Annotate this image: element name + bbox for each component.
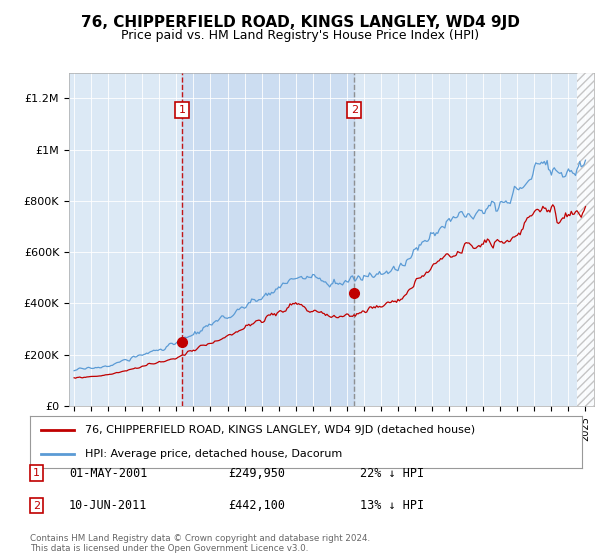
Text: 22% ↓ HPI: 22% ↓ HPI [360,466,424,480]
Text: 2: 2 [351,105,358,115]
Text: Price paid vs. HM Land Registry's House Price Index (HPI): Price paid vs. HM Land Registry's House … [121,29,479,42]
Text: 1: 1 [179,105,185,115]
Text: 10-JUN-2011: 10-JUN-2011 [69,499,148,512]
Text: 01-MAY-2001: 01-MAY-2001 [69,466,148,480]
Text: 76, CHIPPERFIELD ROAD, KINGS LANGLEY, WD4 9JD (detached house): 76, CHIPPERFIELD ROAD, KINGS LANGLEY, WD… [85,425,475,435]
Text: 76, CHIPPERFIELD ROAD, KINGS LANGLEY, WD4 9JD: 76, CHIPPERFIELD ROAD, KINGS LANGLEY, WD… [80,15,520,30]
Text: 13% ↓ HPI: 13% ↓ HPI [360,499,424,512]
Text: £442,100: £442,100 [228,499,285,512]
Text: £249,950: £249,950 [228,466,285,480]
Bar [577,73,594,406]
Text: Contains HM Land Registry data © Crown copyright and database right 2024.
This d: Contains HM Land Registry data © Crown c… [30,534,370,553]
Text: 1: 1 [33,468,40,478]
Text: HPI: Average price, detached house, Dacorum: HPI: Average price, detached house, Daco… [85,449,343,459]
Text: 2: 2 [33,501,40,511]
Bar [182,73,355,406]
